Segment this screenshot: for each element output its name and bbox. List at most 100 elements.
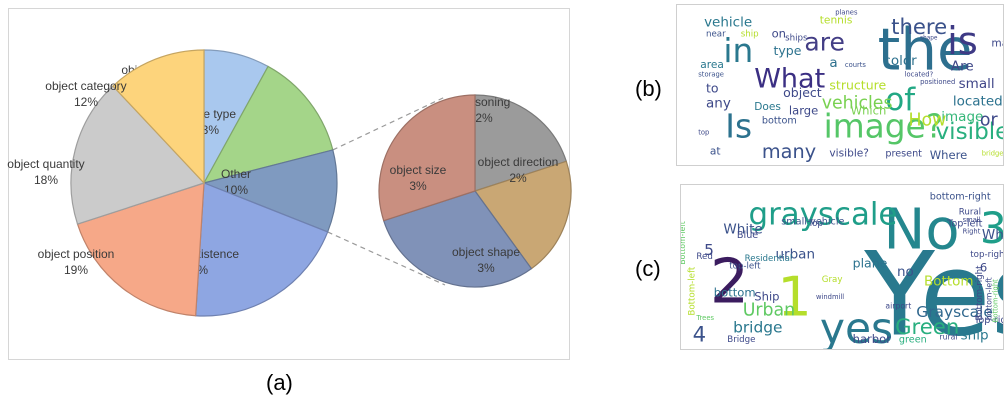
- word-ship: Ship: [754, 289, 779, 303]
- word-where: Where: [930, 148, 968, 162]
- word-top-right: top-right: [970, 250, 1004, 260]
- word-small: small: [959, 76, 995, 92]
- word-located: located: [953, 93, 1003, 109]
- word-planes: planes: [835, 9, 858, 17]
- word-vehicle: vehicle: [704, 14, 752, 30]
- pie-slice-object-category: [112, 49, 205, 185]
- word-plane: plane: [853, 256, 888, 271]
- word-or: or: [980, 111, 999, 131]
- slice-value-object-category: 12%: [74, 95, 98, 109]
- slice-label-object-direction: object direction: [478, 155, 559, 169]
- word-are: Are: [951, 59, 974, 75]
- word-image: image: [941, 109, 983, 125]
- wordcloud-answers-svg: YesNo321yesgrayscaleGreenGrayscaleUrbanb…: [681, 192, 1004, 350]
- word-object: object: [783, 85, 822, 100]
- word-trees: Trees: [695, 314, 714, 322]
- word-white: White: [723, 221, 762, 237]
- word-5: 5: [704, 241, 714, 259]
- word-right: Right: [963, 227, 981, 235]
- word-yes: yes: [820, 305, 893, 350]
- word-which: Which: [851, 104, 887, 118]
- word-located: located?: [905, 70, 934, 78]
- pie-slice-object-quantity: [70, 85, 206, 225]
- word-bridge: Bridge: [727, 335, 755, 345]
- word-ships: ships: [785, 33, 808, 43]
- word-windmill: windmill: [816, 293, 844, 301]
- word-visible: visible?: [829, 148, 868, 160]
- slice-label-object-shape: object shape: [452, 245, 520, 259]
- word-harbor: harbor: [853, 332, 892, 346]
- word-no: no: [897, 264, 914, 280]
- word-ship: ship: [961, 328, 989, 344]
- slice-value-object-position: 19%: [64, 263, 88, 277]
- pie-slice-object-size: [378, 94, 476, 222]
- word-ship: ship: [741, 29, 759, 39]
- pie-slice-object-direction: [474, 160, 572, 270]
- word-main: main: [991, 38, 1004, 50]
- word-bottom: bottom: [762, 116, 797, 127]
- word-bottom-left: Bottom-left: [688, 266, 698, 316]
- word-many: many: [762, 140, 816, 163]
- word-bottom-right: bottom-right: [930, 192, 991, 203]
- word-2: 2: [710, 245, 749, 317]
- word-rural: rural: [939, 332, 957, 341]
- wordcloud-questions: the is What in are there of image? Is visible vehi…: [676, 4, 1004, 166]
- word-any: any: [706, 95, 731, 111]
- word-a: a: [829, 55, 837, 71]
- word-gray: Gray: [822, 275, 843, 285]
- slice-value-object-shape: 3%: [477, 261, 495, 275]
- word-red: Red: [696, 252, 712, 262]
- word-top-right: Top-right: [973, 315, 1004, 326]
- word-bottom: bottom: [714, 286, 756, 300]
- word-bridge: bridge: [982, 150, 1004, 158]
- connector-line-bottom: [327, 231, 446, 286]
- slice-value-reasoning: 2%: [475, 111, 493, 125]
- word-residential: Residential: [745, 254, 793, 264]
- caption-a: (a): [266, 370, 293, 395]
- slice-label-object-size: object size: [390, 163, 447, 177]
- word-top-left: top-left: [729, 262, 761, 272]
- word-blue: Blue: [737, 230, 758, 241]
- pie-slice-scene-type: [202, 65, 334, 184]
- word-bottom-left: bottom-left: [985, 277, 994, 320]
- word-of: of: [885, 82, 916, 118]
- word-is: Is: [725, 107, 752, 145]
- word-3: 3: [980, 205, 1004, 254]
- word-at: at: [710, 146, 721, 158]
- slice-label-object-category: object category: [45, 79, 126, 93]
- word-near: near: [706, 29, 726, 39]
- word-top: top: [698, 128, 709, 136]
- word-on: on: [772, 26, 786, 40]
- word-present: present: [885, 148, 922, 159]
- word-bridge: bridge: [733, 318, 782, 336]
- wordcloud-answers: YesNo321yesgrayscaleGreenGrayscaleUrbanb…: [680, 184, 1004, 350]
- word-image: image?: [824, 107, 943, 145]
- caption-c: (c): [635, 256, 661, 281]
- connector-lines: [327, 96, 446, 286]
- word-what: What: [754, 64, 825, 95]
- word-in: in: [723, 32, 753, 70]
- word-area: area: [700, 59, 724, 71]
- word-positioned: positioned: [920, 78, 955, 86]
- pie-slice-object-position: [76, 182, 205, 317]
- word-small-vehicle: small-vehicle: [781, 217, 844, 228]
- word-bottom-left: Bottom-left: [681, 221, 687, 265]
- word-color: color: [883, 53, 917, 69]
- main-pie: object color8%scene type13%Other10%objec…: [7, 49, 338, 317]
- word-the: the: [878, 15, 973, 83]
- word-6: 6: [980, 261, 987, 275]
- word-yes: Yes: [863, 228, 1004, 350]
- word-is: is: [947, 19, 978, 64]
- word-airport: airport: [885, 302, 911, 311]
- pie-slice-object-existence: [195, 182, 329, 317]
- word-tennis: tennis: [820, 14, 853, 26]
- slice-label-object-position: object position: [38, 247, 115, 261]
- word-green: green: [899, 334, 927, 345]
- word-urban: Urban: [743, 300, 795, 320]
- word-storage: storage: [698, 70, 724, 78]
- slice-label-other: Other: [221, 167, 251, 181]
- word-rural: Rural: [959, 208, 981, 218]
- slice-value-object-quantity: 18%: [34, 173, 58, 187]
